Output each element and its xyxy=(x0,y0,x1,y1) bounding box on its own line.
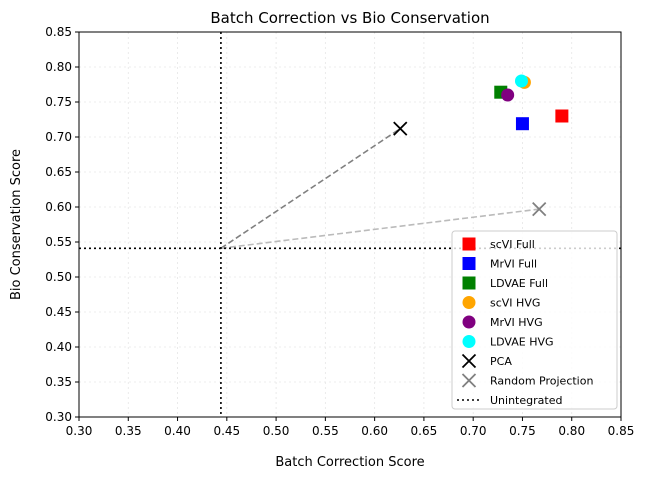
plot-frame xyxy=(78,31,622,418)
y-tick-label: 0.35 xyxy=(45,375,72,389)
legend-swatch-random-projection xyxy=(461,373,477,388)
x-tick-label: 0.60 xyxy=(361,424,388,438)
y-axis-label: Bio Conservation Score xyxy=(9,149,24,300)
x-tick-label: 0.70 xyxy=(460,424,487,438)
x-tick-label: 0.65 xyxy=(411,424,438,438)
legend-swatch-ldvae-full xyxy=(462,276,476,290)
x-tick-label: 0.50 xyxy=(263,424,290,438)
y-tick-label: 0.45 xyxy=(45,305,72,319)
x-tick-label: 0.55 xyxy=(312,424,339,438)
y-tick-label: 0.50 xyxy=(45,270,72,284)
legend-swatch-mrvi-full xyxy=(462,257,476,270)
y-tick-label: 0.40 xyxy=(45,340,72,354)
point-random-projection xyxy=(532,201,547,217)
y-tick-label: 0.80 xyxy=(45,60,72,74)
x-tick-label: 0.40 xyxy=(164,424,191,438)
legend-swatch-scvi-hvg xyxy=(462,296,476,309)
x-tick-label: 0.80 xyxy=(558,424,585,438)
legend-swatch-mrvi-hvg xyxy=(462,315,476,329)
legend-label: LDVAE Full xyxy=(490,277,548,290)
x-tick-label: 0.35 xyxy=(115,424,142,438)
legend-swatch-ldvae-hvg xyxy=(462,335,476,348)
y-tick-label: 0.75 xyxy=(45,95,72,109)
point-ldvae-hvg xyxy=(514,74,528,88)
legend-label: Random Projection xyxy=(490,375,593,388)
legend-label: MrVI Full xyxy=(490,258,537,271)
legend-box xyxy=(451,230,618,410)
tick-layer: 0.30 0.35 0.40 0.45 0.50 0.55 0.60 0.65 0.70 0.75… xyxy=(45,25,634,438)
legend-label: MrVI HVG xyxy=(490,316,543,329)
y-tick-label: 0.60 xyxy=(45,200,72,214)
point-mrvi-full xyxy=(515,117,529,131)
x-tick-label: 0.85 xyxy=(608,424,635,438)
legend: scVI Full MrVI Full LDVAE Full scVI HVG MrVI… xyxy=(451,230,618,410)
point-pca xyxy=(393,121,408,136)
legend-label: scVI Full xyxy=(490,238,535,251)
legend-label: LDVAE HVG xyxy=(490,336,554,349)
y-tick-label: 0.70 xyxy=(45,130,72,144)
x-tick-label: 0.30 xyxy=(66,424,93,438)
grid-layer xyxy=(78,31,622,418)
y-tick-label: 0.30 xyxy=(45,410,72,424)
point-mrvi-hvg xyxy=(501,88,515,102)
x-axis-label: Batch Correction Score xyxy=(275,455,424,470)
x-tick-label: 0.75 xyxy=(509,424,536,438)
y-tick-label: 0.85 xyxy=(45,25,72,39)
marker-layer xyxy=(393,74,569,217)
legend-swatch-scvi-full xyxy=(462,237,476,251)
legend-label: PCA xyxy=(490,355,512,368)
legend-label: scVI HVG xyxy=(490,297,540,310)
legend-label: Unintegrated xyxy=(490,394,562,407)
legend-swatch-pca xyxy=(461,353,477,369)
y-tick-label: 0.65 xyxy=(45,165,72,179)
chart-title: Batch Correction vs Bio Conservation xyxy=(210,9,489,27)
point-scvi-full xyxy=(555,109,569,123)
x-tick-label: 0.45 xyxy=(213,424,240,438)
y-tick-label: 0.55 xyxy=(45,235,72,249)
